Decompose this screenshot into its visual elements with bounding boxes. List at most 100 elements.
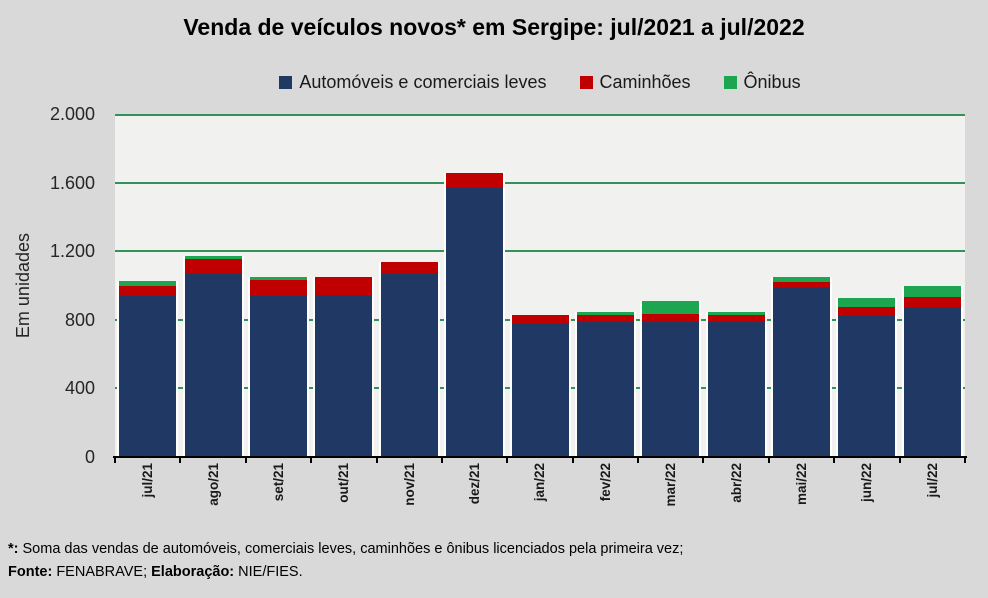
bar-segment — [511, 314, 569, 325]
x-tick-label: mar/22 — [663, 463, 679, 507]
footnote-asterisk: *: — [8, 541, 19, 557]
elaboration-value: NIE/FIES. — [234, 564, 303, 580]
x-tick-label-slot: mai/22 — [769, 463, 834, 541]
x-axis-tick-labels: jul/21 ago/21 set/21 out/21 nov/21 dez/21 jan/… — [115, 463, 965, 541]
gridline — [115, 250, 965, 253]
bar-jan/22 — [509, 314, 571, 457]
x-tick-label: abr/22 — [728, 463, 744, 503]
bar-segment — [707, 314, 765, 322]
bar-segment — [707, 312, 765, 315]
elaboration-label: Elaboração: — [151, 564, 235, 580]
x-tick-label-slot: jan/22 — [507, 463, 572, 541]
x-tick-mark — [637, 457, 640, 463]
y-tick-label: 0 — [84, 447, 95, 467]
bar-dez/21 — [444, 173, 506, 457]
bar-segment — [838, 306, 896, 317]
x-tick-mark — [375, 457, 378, 463]
source-line: Fonte: FENABRAVE; Elaboração: NIE/FIES. — [8, 561, 984, 584]
bar-segment — [576, 322, 634, 457]
bar-jul/22 — [901, 286, 963, 457]
bar-segment — [707, 321, 765, 457]
x-tick-label-slot: fev/22 — [573, 463, 638, 541]
bar-segment — [380, 274, 438, 457]
x-tick-label: jul/22 — [924, 463, 940, 498]
x-tick-label: out/21 — [336, 463, 352, 503]
bar-segment — [446, 173, 504, 188]
bar-segment — [119, 295, 177, 457]
gridline — [115, 181, 965, 184]
legend-item-label: Caminhões — [599, 71, 691, 92]
x-tick-mark — [833, 457, 836, 463]
x-tick-mark — [114, 457, 116, 463]
bar-mar/22 — [640, 300, 702, 457]
x-tick-label-slot: abr/22 — [703, 463, 768, 541]
x-tick-label-slot: dez/21 — [442, 463, 507, 541]
y-tick-label: 800 — [64, 309, 95, 330]
x-tick-label-slot: out/21 — [311, 463, 376, 541]
bar-segment — [380, 262, 438, 275]
bar-segment — [249, 276, 307, 281]
x-tick-mark — [898, 457, 901, 463]
x-tick-mark — [767, 457, 770, 463]
bar-segment — [119, 281, 177, 287]
y-axis-tick-labels: 0 400 800 1.200 1.600 2.000 — [0, 104, 105, 467]
x-tick-mark — [571, 457, 574, 463]
footnote-text: Soma das vendas de automóveis, comerciai… — [18, 541, 684, 557]
bar-segment — [184, 274, 242, 457]
x-tick-label: jul/21 — [140, 463, 156, 498]
x-tick-mark — [702, 457, 705, 463]
legend-swatch-icon — [279, 75, 293, 89]
y-tick-label: 400 — [64, 378, 95, 399]
y-tick-label: 1.200 — [49, 241, 95, 262]
bar-fev/22 — [574, 312, 636, 457]
x-tick-mark — [179, 457, 182, 463]
y-tick-label: 1.600 — [49, 172, 95, 193]
bar-segment — [838, 297, 896, 307]
source-label: Fonte: — [8, 564, 53, 580]
x-tick-label: jun/22 — [859, 463, 875, 503]
bar-abr/22 — [705, 312, 767, 457]
bar-segment — [642, 322, 700, 457]
x-tick-mark — [964, 457, 966, 463]
x-axis-line — [113, 456, 967, 458]
x-tick-label: fev/22 — [597, 463, 613, 502]
plot-area — [115, 114, 965, 457]
bar-mai/22 — [771, 276, 833, 457]
bar-segment — [511, 324, 569, 457]
bar-segment — [119, 286, 177, 296]
legend-item: Ônibus — [723, 72, 801, 93]
legend-swatch-icon — [723, 75, 737, 89]
x-tick-label-slot: jul/21 — [115, 463, 180, 541]
bar-segment — [773, 282, 831, 289]
bar-segment — [773, 276, 831, 283]
legend-item: Caminhões — [579, 71, 691, 93]
bar-segment — [903, 296, 961, 307]
x-tick-mark — [440, 457, 443, 463]
y-tick-label: 2.000 — [49, 104, 95, 124]
footnote-line: *: Soma das vendas de automóveis, comerc… — [8, 538, 984, 561]
bar-segment — [315, 276, 373, 295]
bar-segment — [184, 258, 242, 275]
bar-jul/21 — [117, 281, 179, 457]
source-value: FENABRAVE; — [52, 564, 152, 580]
x-tick-label: set/21 — [270, 463, 286, 502]
bar-segment — [642, 313, 700, 323]
x-tick-label-slot: jul/22 — [900, 463, 965, 541]
bar-segment — [315, 294, 373, 457]
bar-segment — [249, 295, 307, 457]
bar-nov/21 — [378, 262, 440, 457]
x-tick-label-slot: nov/21 — [377, 463, 442, 541]
x-tick-mark — [244, 457, 247, 463]
x-tick-label: jan/22 — [532, 463, 548, 502]
bar-segment — [249, 280, 307, 296]
bar-ago/21 — [182, 255, 244, 457]
bar-segment — [903, 286, 961, 297]
bar-segment — [773, 288, 831, 457]
x-tick-label: ago/21 — [205, 463, 221, 506]
x-tick-label-slot: set/21 — [246, 463, 311, 541]
bar-jun/22 — [836, 297, 898, 457]
page-title: Venda de veículos novos* em Sergipe: jul… — [183, 14, 805, 40]
x-tick-label-slot: jun/22 — [834, 463, 899, 541]
bar-set/21 — [247, 276, 309, 457]
